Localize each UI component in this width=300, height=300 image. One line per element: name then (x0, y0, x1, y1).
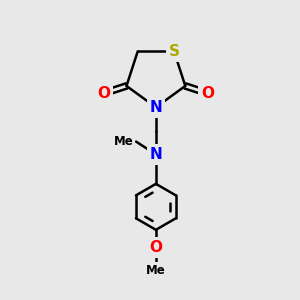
Text: N: N (149, 147, 162, 162)
Text: Me: Me (113, 135, 133, 148)
Text: O: O (149, 240, 162, 255)
Text: O: O (98, 86, 111, 101)
Text: N: N (149, 100, 162, 115)
Text: S: S (169, 44, 180, 59)
Text: Me: Me (146, 264, 166, 277)
Text: O: O (201, 86, 214, 101)
